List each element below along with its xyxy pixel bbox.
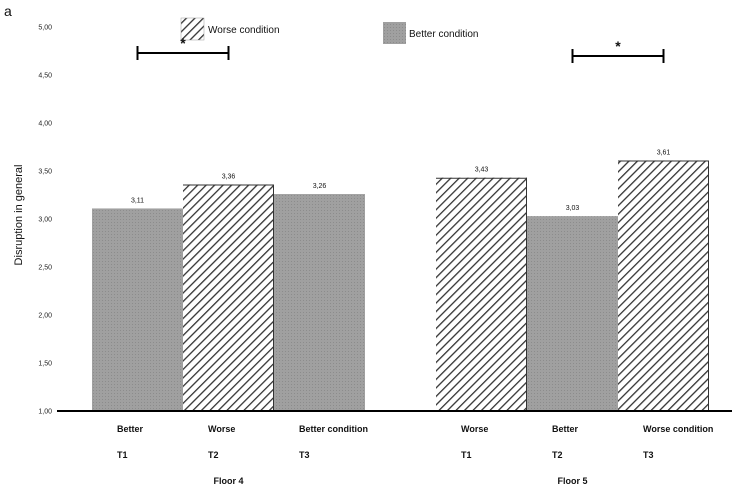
bar-floor4-t2 — [183, 184, 274, 411]
category-label: Worse — [208, 424, 235, 434]
x-axis-labels: Better T1 Worse T2 Better condition T3 Floor 4… — [117, 424, 713, 486]
legend-better-label: Better condition — [409, 29, 479, 40]
y-axis-title: Disruption in general — [13, 165, 25, 266]
y-tick-label: 2,50 — [38, 265, 52, 272]
y-tick-label: 1,50 — [38, 361, 52, 368]
category-label: Worse condition — [643, 424, 713, 434]
legend: Worse condition Better condition — [180, 17, 479, 44]
data-label: 3,11 — [131, 197, 144, 204]
bar-floor4-t3 — [274, 194, 365, 411]
bar-floor4-t1 — [92, 208, 183, 411]
group-label: Floor 4 — [213, 476, 243, 486]
significance-brackets: * * — [136, 35, 665, 63]
y-tick-label: 4,00 — [38, 121, 52, 128]
data-labels: 3,11 3,36 3,26 3,43 3,03 3,61 — [131, 149, 670, 212]
category-label: Better condition — [299, 424, 368, 434]
data-label: 3,61 — [657, 149, 671, 156]
time-label: T3 — [299, 450, 310, 460]
panel-label: a — [4, 3, 12, 19]
time-label: T1 — [461, 450, 472, 460]
data-label: 3,36 — [222, 173, 236, 180]
bar-floor5-t1 — [436, 177, 527, 411]
time-label: T2 — [552, 450, 563, 460]
bar-floor5-t3 — [618, 160, 709, 411]
y-tick-label: 2,00 — [38, 313, 52, 320]
category-label: Better — [117, 424, 144, 434]
legend-better-swatch — [383, 22, 406, 44]
y-tick-label: 3,00 — [38, 217, 52, 224]
y-tick-label: 1,00 — [38, 409, 52, 416]
bars — [92, 160, 709, 411]
legend-worse-label: Worse condition — [208, 25, 280, 36]
significance-marker: * — [180, 35, 186, 51]
legend-worse-swatch — [180, 17, 205, 41]
category-label: Better — [552, 424, 579, 434]
y-tick-label: 4,50 — [38, 73, 52, 80]
data-label: 3,26 — [313, 183, 327, 190]
significance-marker: * — [615, 38, 621, 54]
category-label: Worse — [461, 424, 488, 434]
data-label: 3,43 — [475, 167, 489, 174]
y-tick-label: 3,50 — [38, 169, 52, 176]
group-label: Floor 5 — [557, 476, 587, 486]
y-tick-label: 5,00 — [38, 25, 52, 32]
bar-floor5-t2 — [527, 216, 618, 411]
time-label: T2 — [208, 450, 219, 460]
time-label: T3 — [643, 450, 654, 460]
time-label: T1 — [117, 450, 128, 460]
data-label: 3,03 — [566, 205, 580, 212]
y-axis: 1,00 1,50 2,00 2,50 3,00 3,50 4,00 4,50 5,00 — [38, 25, 52, 416]
